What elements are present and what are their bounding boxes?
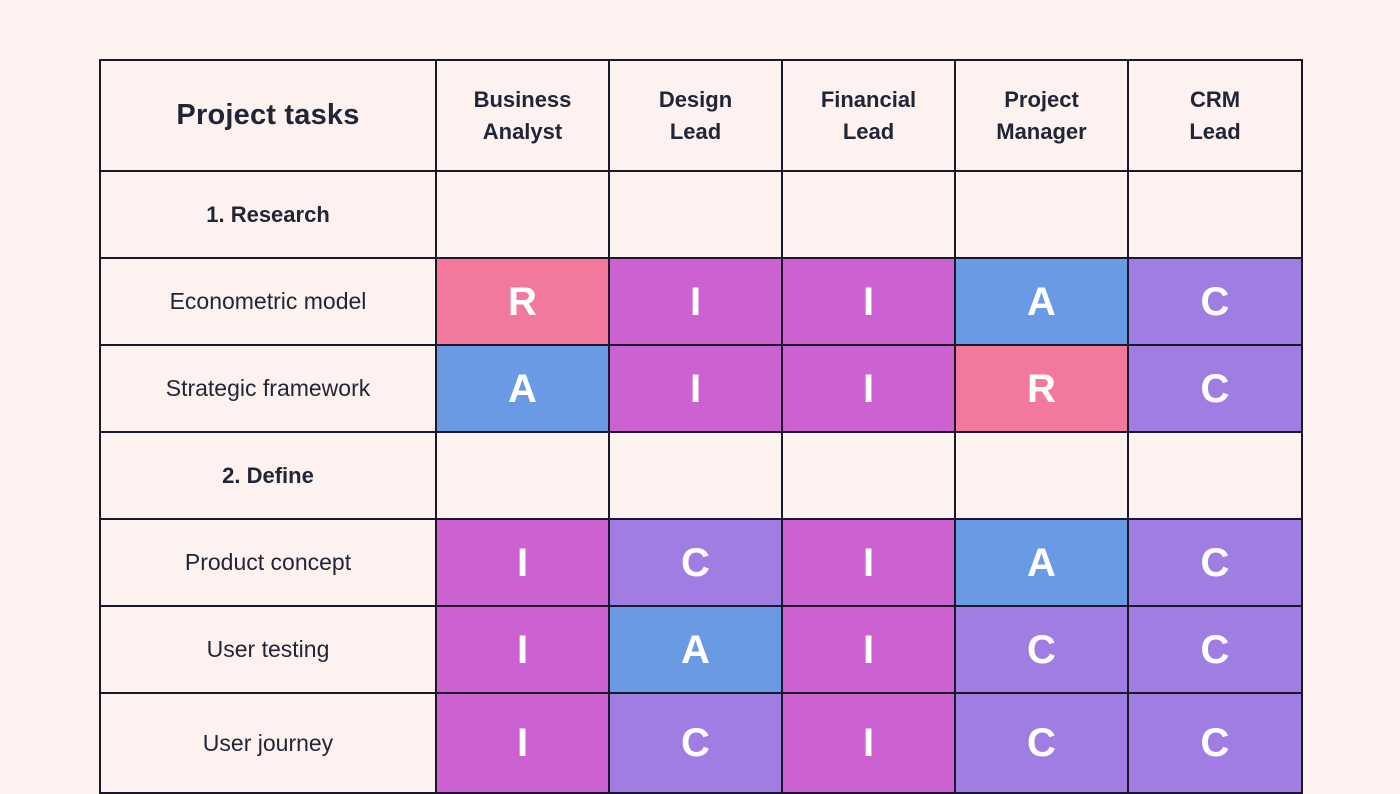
- raci-cell: A: [608, 605, 783, 694]
- column-header-crm-lead: CRM Lead: [1127, 59, 1303, 172]
- raci-cell: C: [1127, 692, 1303, 794]
- raci-cell: [954, 431, 1129, 520]
- raci-cell: [781, 431, 956, 520]
- raci-cell: [1127, 431, 1303, 520]
- task-label: User journey: [99, 692, 437, 794]
- section-label: 2. Define: [99, 431, 437, 520]
- raci-cell: C: [1127, 344, 1303, 433]
- column-header-financial-lead: Financial Lead: [781, 59, 956, 172]
- raci-cell: C: [1127, 518, 1303, 607]
- raci-matrix-table: Project tasks Business Analyst Design Le…: [99, 59, 1303, 794]
- raci-cell: [435, 431, 610, 520]
- raci-cell: C: [1127, 257, 1303, 346]
- task-row-user-journey: User journey I C I C C: [99, 692, 1303, 794]
- raci-cell: C: [608, 692, 783, 794]
- raci-cell: I: [608, 344, 783, 433]
- raci-cell: C: [608, 518, 783, 607]
- raci-cell: I: [781, 605, 956, 694]
- raci-cell: I: [781, 257, 956, 346]
- raci-cell: I: [781, 518, 956, 607]
- column-header-business-analyst: Business Analyst: [435, 59, 610, 172]
- raci-cell: [608, 170, 783, 259]
- header-row: Project tasks Business Analyst Design Le…: [99, 59, 1303, 172]
- raci-cell: [781, 170, 956, 259]
- task-label: User testing: [99, 605, 437, 694]
- raci-cell: [1127, 170, 1303, 259]
- raci-cell: R: [954, 344, 1129, 433]
- task-row-product-concept: Product concept I C I A C: [99, 518, 1303, 607]
- raci-cell: I: [608, 257, 783, 346]
- raci-cell: I: [435, 518, 610, 607]
- raci-cell: [954, 170, 1129, 259]
- raci-cell: [435, 170, 610, 259]
- table-title: Project tasks: [99, 59, 437, 172]
- raci-cell: A: [954, 257, 1129, 346]
- task-row-strategic-framework: Strategic framework A I I R C: [99, 344, 1303, 433]
- section-row-research: 1. Research: [99, 170, 1303, 259]
- task-row-econometric-model: Econometric model R I I A C: [99, 257, 1303, 346]
- raci-cell: [608, 431, 783, 520]
- raci-cell: I: [435, 605, 610, 694]
- task-row-user-testing: User testing I A I C C: [99, 605, 1303, 694]
- task-label: Strategic framework: [99, 344, 437, 433]
- raci-cell: C: [1127, 605, 1303, 694]
- column-header-project-manager: Project Manager: [954, 59, 1129, 172]
- raci-cell: I: [781, 692, 956, 794]
- raci-cell: R: [435, 257, 610, 346]
- raci-cell: C: [954, 692, 1129, 794]
- raci-cell: A: [435, 344, 610, 433]
- section-row-define: 2. Define: [99, 431, 1303, 520]
- raci-cell: C: [954, 605, 1129, 694]
- task-label: Product concept: [99, 518, 437, 607]
- raci-cell: A: [954, 518, 1129, 607]
- raci-cell: I: [781, 344, 956, 433]
- raci-cell: I: [435, 692, 610, 794]
- column-header-design-lead: Design Lead: [608, 59, 783, 172]
- section-label: 1. Research: [99, 170, 437, 259]
- task-label: Econometric model: [99, 257, 437, 346]
